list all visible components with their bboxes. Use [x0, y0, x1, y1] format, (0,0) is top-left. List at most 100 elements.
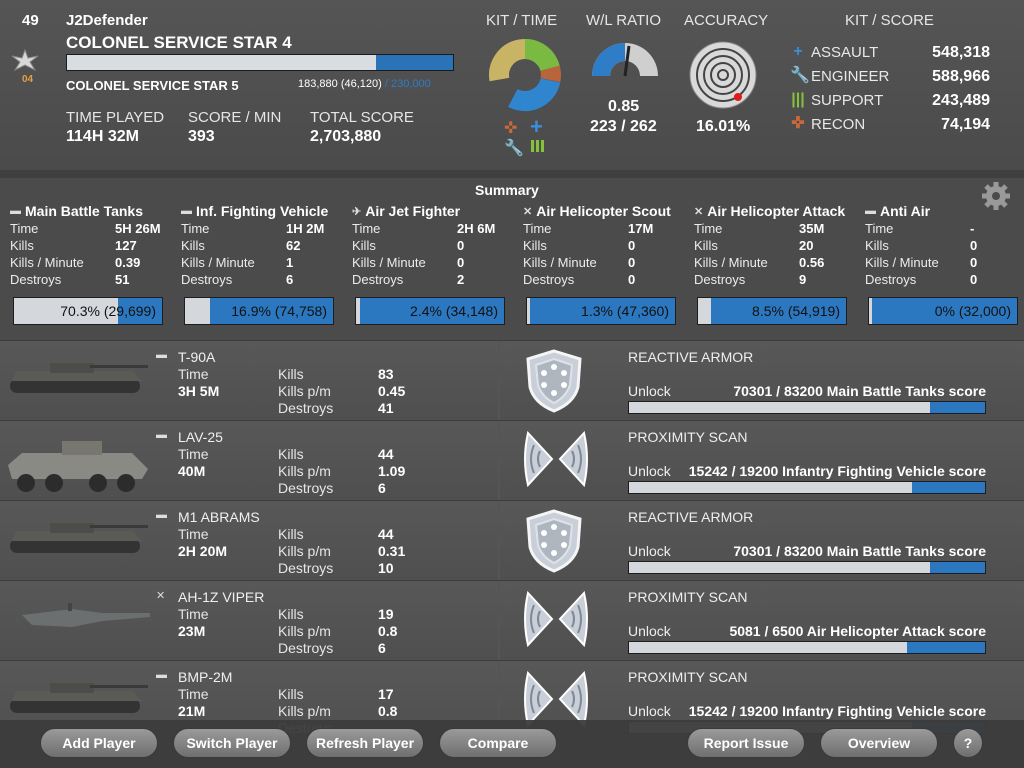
rank-insignia-icon	[8, 46, 42, 80]
summary-row: Destroys 0	[865, 272, 1020, 289]
kit-score-name: ENGINEER	[811, 68, 890, 85]
vehicle-row[interactable]: ▬ M1 ABRAMS Time 2H 20M Kills 44 Kills p/m 0.31…	[0, 500, 1024, 581]
vehicle-destroys-value: 6	[378, 640, 386, 656]
summary-row: Destroys 2	[352, 272, 507, 289]
time-played-value: 114H 32M	[66, 128, 139, 145]
vehicle-row[interactable]: ✕ AH-1Z VIPER Time 23M Kills 19 Kills p/m 0.8 De…	[0, 580, 1024, 661]
vehicle-name: LAV-25	[178, 429, 223, 445]
summary-row: Destroys 9	[694, 272, 849, 289]
vehicle-destroys-label: Destroys	[278, 640, 334, 656]
score-min-value: 393	[188, 128, 215, 145]
refresh-player-button[interactable]: Refresh Player	[306, 728, 424, 758]
summary-progress-text: 1.3% (47,360)	[581, 303, 669, 319]
summary-row-value: -	[970, 221, 975, 236]
unlock-name: PROXIMITY SCAN	[628, 589, 748, 605]
summary-row: Kills / Minute 1	[181, 255, 336, 272]
ifv-icon: ▬	[156, 669, 167, 681]
summary-row-label: Kills	[352, 238, 376, 253]
vehicle-time-value: 21M	[178, 703, 206, 719]
unlock-progress-bar	[628, 641, 986, 654]
ifv-icon: ▬	[156, 429, 167, 441]
summary-row: Kills / Minute 0.39	[10, 255, 165, 272]
summary-row: Kills / Minute 0	[352, 255, 507, 272]
vehicle-destroys-value: 41	[378, 400, 394, 416]
proximity-scan-icon	[524, 589, 588, 654]
vehicle-name: BMP-2M	[178, 669, 233, 685]
vehicle-destroys-value: 10	[378, 560, 394, 576]
unlock-progress-text: 70301 / 83200 Main Battle Tanks score	[733, 543, 986, 559]
summary-row: Kills / Minute 0	[865, 255, 1020, 272]
unlock-progress-text: 5081 / 6500 Air Helicopter Attack score	[729, 623, 986, 639]
vehicle-kills-value: 17	[378, 686, 394, 702]
summary-category-header: ▬ Inf. Fighting Vehicle	[181, 201, 336, 221]
vehicle-time-label: Time	[178, 686, 209, 702]
rank-title: COLONEL SERVICE STAR 4	[66, 33, 292, 52]
vehicle-time-value: 40M	[178, 463, 206, 479]
m1-abrams-tank-image	[2, 515, 152, 564]
bmp2m-vehicle-image	[2, 675, 152, 724]
summary-title: Summary	[475, 182, 539, 198]
vehicle-time-label: Time	[178, 366, 209, 382]
vehicle-kpm-value: 0.45	[378, 383, 406, 399]
vehicle-kills-value: 19	[378, 606, 394, 622]
summary-row-label: Destroys	[181, 272, 233, 287]
add-player-button[interactable]: Add Player	[40, 728, 158, 758]
vehicle-kills-value: 83	[378, 366, 394, 382]
vehicle-name: T-90A	[178, 349, 216, 365]
summary-row-value: 20	[799, 238, 814, 253]
vehicle-kpm-value: 1.09	[378, 463, 406, 479]
compare-button[interactable]: Compare	[439, 728, 557, 758]
summary-progress-bar: 2.4% (34,148)	[355, 297, 505, 325]
overview-button[interactable]: Overview	[820, 728, 938, 758]
summary-row: Time 2H 6M	[352, 221, 507, 238]
summary-row: Time 1H 2M	[181, 221, 336, 238]
summary-row-value: 51	[115, 272, 130, 287]
report-issue-button[interactable]: Report Issue	[687, 728, 805, 758]
summary-row: Time 17M	[523, 221, 678, 238]
summary-row-label: Destroys	[352, 272, 404, 287]
total-score-value: 2,703,880	[310, 128, 382, 145]
summary-row-label: Time	[694, 221, 723, 236]
summary-row-label: Kills / Minute	[523, 255, 597, 270]
vehicle-time-value: 3H 5M	[178, 383, 220, 399]
vehicle-kills-label: Kills	[278, 366, 304, 382]
summary-row-value: 2H 6M	[457, 221, 496, 236]
help-button[interactable]: ?	[953, 728, 983, 758]
summary-row-value: 1H 2M	[286, 221, 325, 236]
unlock-progress-text: 70301 / 83200 Main Battle Tanks score	[733, 383, 986, 399]
total-score-label: TOTAL SCORE	[310, 109, 414, 126]
vehicle-kills-label: Kills	[278, 526, 304, 542]
summary-row-label: Kills	[865, 238, 889, 253]
summary-progress-text: 2.4% (34,148)	[410, 303, 498, 319]
player-name: J2Defender	[66, 12, 148, 29]
summary-progress-text: 8.5% (54,919)	[752, 303, 840, 319]
summary-category: ▬ Inf. Fighting Vehicle Time 1H 2M Kills 62 Ki…	[181, 201, 336, 289]
unlock-label: Unlock	[628, 703, 671, 719]
settings-gear-icon[interactable]	[980, 180, 1012, 212]
switch-player-button[interactable]: Switch Player	[173, 728, 291, 758]
summary-progress-text: 0% (32,000)	[934, 303, 1011, 319]
summary-row: Destroys 0	[523, 272, 678, 289]
vehicle-kpm-label: Kills p/m	[278, 463, 331, 479]
summary-row-value: 9	[799, 272, 807, 287]
vehicle-row[interactable]: ▬ T-90A Time 3H 5M Kills 83 Kills p/m 0.45 Destr…	[0, 340, 1024, 421]
vehicle-row[interactable]: ▬ LAV-25 Time 40M Kills 44 Kills p/m 1.09 Destro…	[0, 420, 1024, 501]
summary-row-value: 0	[628, 238, 636, 253]
summary-progress-text: 70.3% (29,699)	[60, 303, 156, 319]
player-header	[0, 0, 1024, 178]
summary-row: Destroys 51	[10, 272, 165, 289]
kit-score-name: SUPPORT	[811, 92, 884, 109]
summary-row-value: 17M	[628, 221, 654, 236]
wrench-icon: 🔧	[790, 67, 810, 84]
summary-row-value: 0	[970, 255, 978, 270]
helicopter-icon: ✕	[156, 590, 166, 602]
vehicle-time-label: Time	[178, 606, 209, 622]
unlock-progress-text: 15242 / 19200 Infantry Fighting Vehicle …	[688, 463, 986, 479]
ifv-icon: ▬	[181, 205, 192, 217]
summary-row-label: Kills	[10, 238, 34, 253]
summary-category-header: ✕ Air Helicopter Attack	[694, 201, 849, 221]
summary-category-name: Main Battle Tanks	[25, 203, 143, 219]
kit-score-value: 588,966	[932, 68, 990, 85]
kit-score-name: RECON	[811, 116, 866, 133]
summary-category-header: ✈ Air Jet Fighter	[352, 201, 507, 221]
